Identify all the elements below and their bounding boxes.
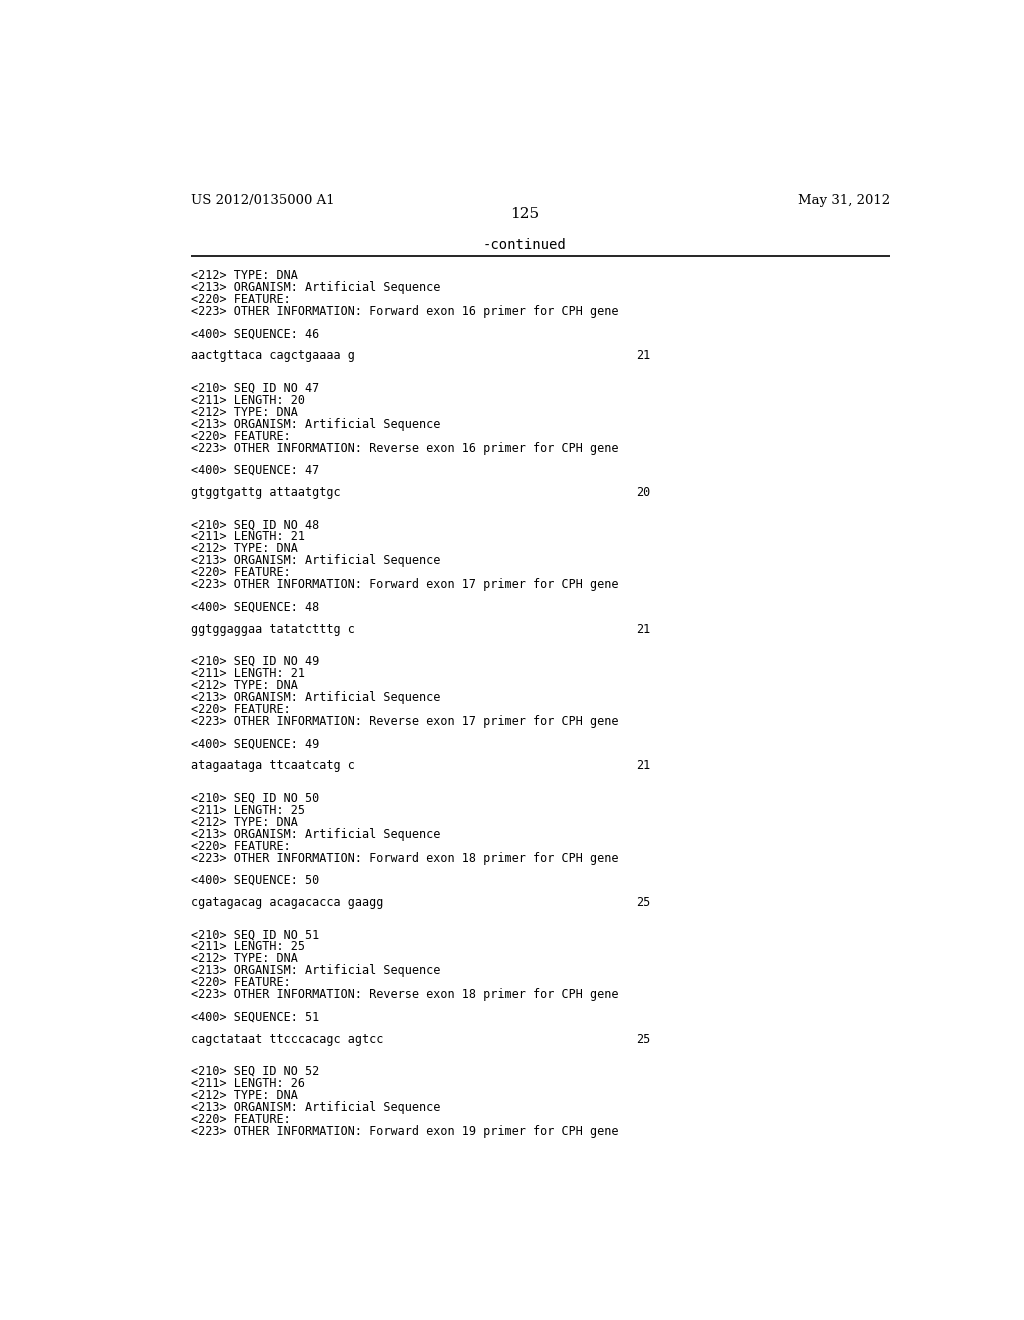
Text: 25: 25 (636, 896, 650, 909)
Text: <220> FEATURE:: <220> FEATURE: (191, 704, 291, 715)
Text: <400> SEQUENCE: 48: <400> SEQUENCE: 48 (191, 601, 319, 614)
Text: <210> SEQ ID NO 51: <210> SEQ ID NO 51 (191, 928, 319, 941)
Text: <212> TYPE: DNA: <212> TYPE: DNA (191, 678, 298, 692)
Text: 25: 25 (636, 1032, 650, 1045)
Text: <220> FEATURE:: <220> FEATURE: (191, 840, 291, 853)
Text: <212> TYPE: DNA: <212> TYPE: DNA (191, 1089, 298, 1102)
Text: cagctataat ttcccacagc agtcc: cagctataat ttcccacagc agtcc (191, 1032, 384, 1045)
Text: <212> TYPE: DNA: <212> TYPE: DNA (191, 269, 298, 282)
Text: <400> SEQUENCE: 50: <400> SEQUENCE: 50 (191, 874, 319, 887)
Text: <400> SEQUENCE: 47: <400> SEQUENCE: 47 (191, 463, 319, 477)
Text: <211> LENGTH: 26: <211> LENGTH: 26 (191, 1077, 305, 1090)
Text: <210> SEQ ID NO 49: <210> SEQ ID NO 49 (191, 655, 319, 668)
Text: US 2012/0135000 A1: US 2012/0135000 A1 (191, 194, 335, 207)
Text: <211> LENGTH: 21: <211> LENGTH: 21 (191, 531, 305, 544)
Text: <223> OTHER INFORMATION: Reverse exon 18 primer for CPH gene: <223> OTHER INFORMATION: Reverse exon 18… (191, 989, 618, 1001)
Text: <210> SEQ ID NO 50: <210> SEQ ID NO 50 (191, 792, 319, 805)
Text: <400> SEQUENCE: 46: <400> SEQUENCE: 46 (191, 327, 319, 341)
Text: <400> SEQUENCE: 51: <400> SEQUENCE: 51 (191, 1010, 319, 1023)
Text: aactgttaca cagctgaaaa g: aactgttaca cagctgaaaa g (191, 350, 355, 363)
Text: 21: 21 (636, 623, 650, 636)
Text: <210> SEQ ID NO 52: <210> SEQ ID NO 52 (191, 1065, 319, 1078)
Text: 21: 21 (636, 350, 650, 363)
Text: <212> TYPE: DNA: <212> TYPE: DNA (191, 816, 298, 829)
Text: <211> LENGTH: 21: <211> LENGTH: 21 (191, 667, 305, 680)
Text: <223> OTHER INFORMATION: Forward exon 19 primer for CPH gene: <223> OTHER INFORMATION: Forward exon 19… (191, 1125, 618, 1138)
Text: <223> OTHER INFORMATION: Reverse exon 16 primer for CPH gene: <223> OTHER INFORMATION: Reverse exon 16… (191, 442, 618, 455)
Text: <220> FEATURE:: <220> FEATURE: (191, 293, 291, 306)
Text: May 31, 2012: May 31, 2012 (798, 194, 890, 207)
Text: <220> FEATURE:: <220> FEATURE: (191, 430, 291, 442)
Text: <210> SEQ ID NO 48: <210> SEQ ID NO 48 (191, 519, 319, 532)
Text: 21: 21 (636, 759, 650, 772)
Text: <213> ORGANISM: Artificial Sequence: <213> ORGANISM: Artificial Sequence (191, 418, 441, 430)
Text: <213> ORGANISM: Artificial Sequence: <213> ORGANISM: Artificial Sequence (191, 964, 441, 977)
Text: <220> FEATURE:: <220> FEATURE: (191, 566, 291, 579)
Text: <213> ORGANISM: Artificial Sequence: <213> ORGANISM: Artificial Sequence (191, 1101, 441, 1114)
Text: ggtggaggaa tatatctttg c: ggtggaggaa tatatctttg c (191, 623, 355, 636)
Text: <223> OTHER INFORMATION: Forward exon 17 primer for CPH gene: <223> OTHER INFORMATION: Forward exon 17… (191, 578, 618, 591)
Text: cgatagacag acagacacca gaagg: cgatagacag acagacacca gaagg (191, 896, 384, 909)
Text: <212> TYPE: DNA: <212> TYPE: DNA (191, 952, 298, 965)
Text: 20: 20 (636, 486, 650, 499)
Text: <211> LENGTH: 25: <211> LENGTH: 25 (191, 804, 305, 817)
Text: <223> OTHER INFORMATION: Forward exon 16 primer for CPH gene: <223> OTHER INFORMATION: Forward exon 16… (191, 305, 618, 318)
Text: -continued: -continued (483, 238, 566, 252)
Text: <213> ORGANISM: Artificial Sequence: <213> ORGANISM: Artificial Sequence (191, 554, 441, 568)
Text: gtggtgattg attaatgtgc: gtggtgattg attaatgtgc (191, 486, 341, 499)
Text: <213> ORGANISM: Artificial Sequence: <213> ORGANISM: Artificial Sequence (191, 690, 441, 704)
Text: <220> FEATURE:: <220> FEATURE: (191, 1113, 291, 1126)
Text: atagaataga ttcaatcatg c: atagaataga ttcaatcatg c (191, 759, 355, 772)
Text: <220> FEATURE:: <220> FEATURE: (191, 977, 291, 989)
Text: <212> TYPE: DNA: <212> TYPE: DNA (191, 543, 298, 556)
Text: <213> ORGANISM: Artificial Sequence: <213> ORGANISM: Artificial Sequence (191, 281, 441, 294)
Text: <223> OTHER INFORMATION: Reverse exon 17 primer for CPH gene: <223> OTHER INFORMATION: Reverse exon 17… (191, 715, 618, 729)
Text: <210> SEQ ID NO 47: <210> SEQ ID NO 47 (191, 381, 319, 395)
Text: <211> LENGTH: 20: <211> LENGTH: 20 (191, 393, 305, 407)
Text: <211> LENGTH: 25: <211> LENGTH: 25 (191, 940, 305, 953)
Text: <223> OTHER INFORMATION: Forward exon 18 primer for CPH gene: <223> OTHER INFORMATION: Forward exon 18… (191, 851, 618, 865)
Text: <212> TYPE: DNA: <212> TYPE: DNA (191, 405, 298, 418)
Text: <213> ORGANISM: Artificial Sequence: <213> ORGANISM: Artificial Sequence (191, 828, 441, 841)
Text: 125: 125 (510, 207, 540, 222)
Text: <400> SEQUENCE: 49: <400> SEQUENCE: 49 (191, 737, 319, 750)
